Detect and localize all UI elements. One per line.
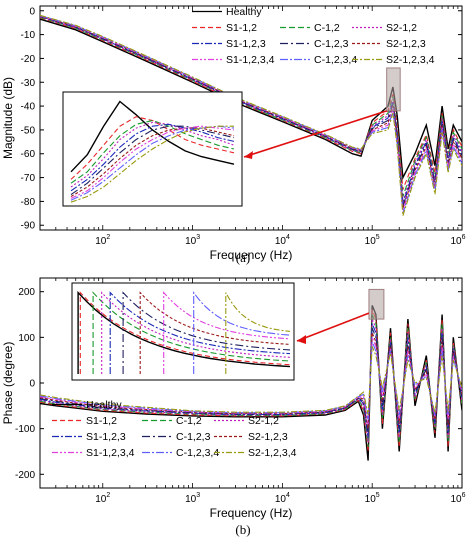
x-axis-label: Frequency (Hz) bbox=[210, 506, 293, 520]
series-line-S2-1,2,3 bbox=[40, 15, 462, 209]
series-group bbox=[40, 305, 462, 461]
legend-entry: S1-1,2,3,4 bbox=[86, 447, 135, 459]
y-axis-label: Magnitude (dB) bbox=[1, 77, 15, 159]
series-line-S2-1,2,3,4 bbox=[40, 346, 462, 416]
zoom-arrow-head bbox=[244, 151, 253, 159]
inset-series-C-1,2 bbox=[70, 119, 235, 184]
series-line-S2-1,2,3,4 bbox=[40, 14, 462, 216]
series-line-S1-1,2 bbox=[40, 309, 462, 452]
x-tick-label: 106 bbox=[450, 492, 465, 505]
y-tick-label: 0 bbox=[29, 379, 35, 390]
legend-entry: S2-1,2 bbox=[386, 22, 417, 34]
series-line-S1-1,2,3,4 bbox=[40, 337, 462, 425]
inset-series-C-1,2,3 bbox=[70, 125, 235, 196]
x-tick-label: 106 bbox=[450, 234, 465, 247]
x-tick-label: 103 bbox=[185, 492, 200, 505]
legend-entry: S2-1,2,3 bbox=[248, 431, 288, 443]
inset-phase bbox=[71, 282, 295, 381]
inset-series-Healthy bbox=[70, 100, 235, 173]
series-line-C-1,2,3 bbox=[40, 15, 462, 207]
series-group bbox=[40, 14, 462, 216]
inset-series-C-1,2 bbox=[92, 291, 291, 374]
legend-entry: C-1,2,3,4 bbox=[314, 54, 357, 66]
zoom-arrow bbox=[243, 110, 387, 158]
inset-series-S2-1,2,3,4 bbox=[70, 125, 234, 203]
zoom-region-box bbox=[386, 67, 401, 112]
legend-entry: C-1,2,3,4 bbox=[176, 447, 219, 459]
panel-caption: (a) bbox=[236, 250, 250, 265]
x-tick-label: 102 bbox=[95, 492, 110, 505]
inset-series-S2-1,2,3 bbox=[70, 127, 235, 197]
inset-series-S1-1,2,3,4 bbox=[70, 125, 235, 199]
x-tick-label: 103 bbox=[185, 234, 200, 247]
y-tick-label: -80 bbox=[21, 197, 36, 208]
legend-entry: S1-1,2,3 bbox=[86, 431, 126, 443]
inset-series-S1-1,2,3,4 bbox=[163, 291, 291, 374]
legend-entry: S2-1,2,3,4 bbox=[248, 447, 297, 459]
inset-series-S1-1,2,3 bbox=[70, 123, 235, 192]
legend-entry: Healthy bbox=[86, 399, 122, 411]
y-tick-label: -100 bbox=[15, 424, 35, 435]
series-line-S1-1,2 bbox=[40, 17, 462, 190]
inset-series-S1-1,2 bbox=[79, 291, 291, 374]
legend-entry: S1-1,2 bbox=[226, 22, 257, 34]
legend: Healthy S1-1,2 C-1,2 S2-1,2 S1-1,2,3 C-1,2,3 S… bbox=[52, 399, 297, 459]
x-tick-label: 104 bbox=[275, 234, 290, 247]
panel-caption: (b) bbox=[235, 522, 250, 537]
legend-entry: S2-1,2,3 bbox=[386, 38, 426, 50]
legend-entry: S1-1,2 bbox=[86, 415, 117, 427]
y-axis-label: Phase (degree) bbox=[1, 342, 15, 425]
y-tick-label: -200 bbox=[15, 470, 35, 481]
legend-entry: S2-1,2,3,4 bbox=[386, 54, 435, 66]
x-axis-label: Frequency (Hz) bbox=[210, 248, 293, 262]
x-tick-label: 102 bbox=[95, 234, 110, 247]
inset-series-C-1,2,3,4 bbox=[193, 290, 291, 374]
y-tick-label: -20 bbox=[21, 54, 36, 65]
inset-magnitude bbox=[62, 91, 243, 207]
legend-entry: S1-1,2,3,4 bbox=[226, 54, 275, 66]
inset-series-S2-1,2,3,4 bbox=[225, 292, 291, 374]
legend: Healthy S1-1,2 C-1,2 S2-1,2 S1-1,2,3 C-1,2,3 S… bbox=[192, 6, 435, 66]
zoom-arrow-head bbox=[297, 335, 306, 344]
legend-entry: C-1,2 bbox=[176, 415, 202, 427]
legend-entry: C-1,2 bbox=[314, 22, 340, 34]
y-tick-label: 100 bbox=[18, 333, 35, 344]
y-tick-label: -40 bbox=[21, 102, 36, 113]
y-tick-label: -30 bbox=[21, 78, 36, 89]
panel-magnitude: 0 -10 -20 -30 -40 -50 -60 -70 -80 -90 102 103 104 105… bbox=[1, 5, 466, 265]
x-tick-label: 105 bbox=[365, 492, 380, 505]
y-tick-label: -70 bbox=[21, 173, 36, 184]
y-tick-label: -50 bbox=[21, 125, 36, 136]
y-tick-label: 200 bbox=[18, 287, 35, 298]
inset-series-S1-1,2 bbox=[70, 116, 235, 180]
y-tick-label: -60 bbox=[21, 149, 36, 160]
legend-entry: C-1,2,3 bbox=[314, 38, 349, 50]
y-tick-label: -90 bbox=[21, 221, 36, 232]
legend-entry: S2-1,2 bbox=[248, 415, 279, 427]
panel-phase: 200 100 0 -100 -200 102 103 104 105 106 Frequency … bbox=[1, 277, 466, 537]
legend-entry: Healthy bbox=[226, 6, 262, 18]
inset-series-S2-1,2 bbox=[101, 291, 291, 374]
legend-entry: C-1,2,3 bbox=[176, 431, 211, 443]
inset-series-S2-1,2 bbox=[70, 121, 235, 188]
inset-series-S2-1,2,3 bbox=[139, 291, 291, 374]
inset-series-S1-1,2,3 bbox=[109, 291, 291, 374]
inset-series-Healthy bbox=[77, 290, 291, 374]
legend-entry: S1-1,2,3 bbox=[226, 38, 266, 50]
zoom-region-box bbox=[368, 288, 385, 320]
zoom-arrow bbox=[296, 312, 370, 342]
x-tick-label: 104 bbox=[275, 492, 290, 505]
y-tick-label: -10 bbox=[21, 30, 36, 41]
y-tick-label: 0 bbox=[29, 6, 35, 17]
x-tick-label: 105 bbox=[365, 234, 380, 247]
